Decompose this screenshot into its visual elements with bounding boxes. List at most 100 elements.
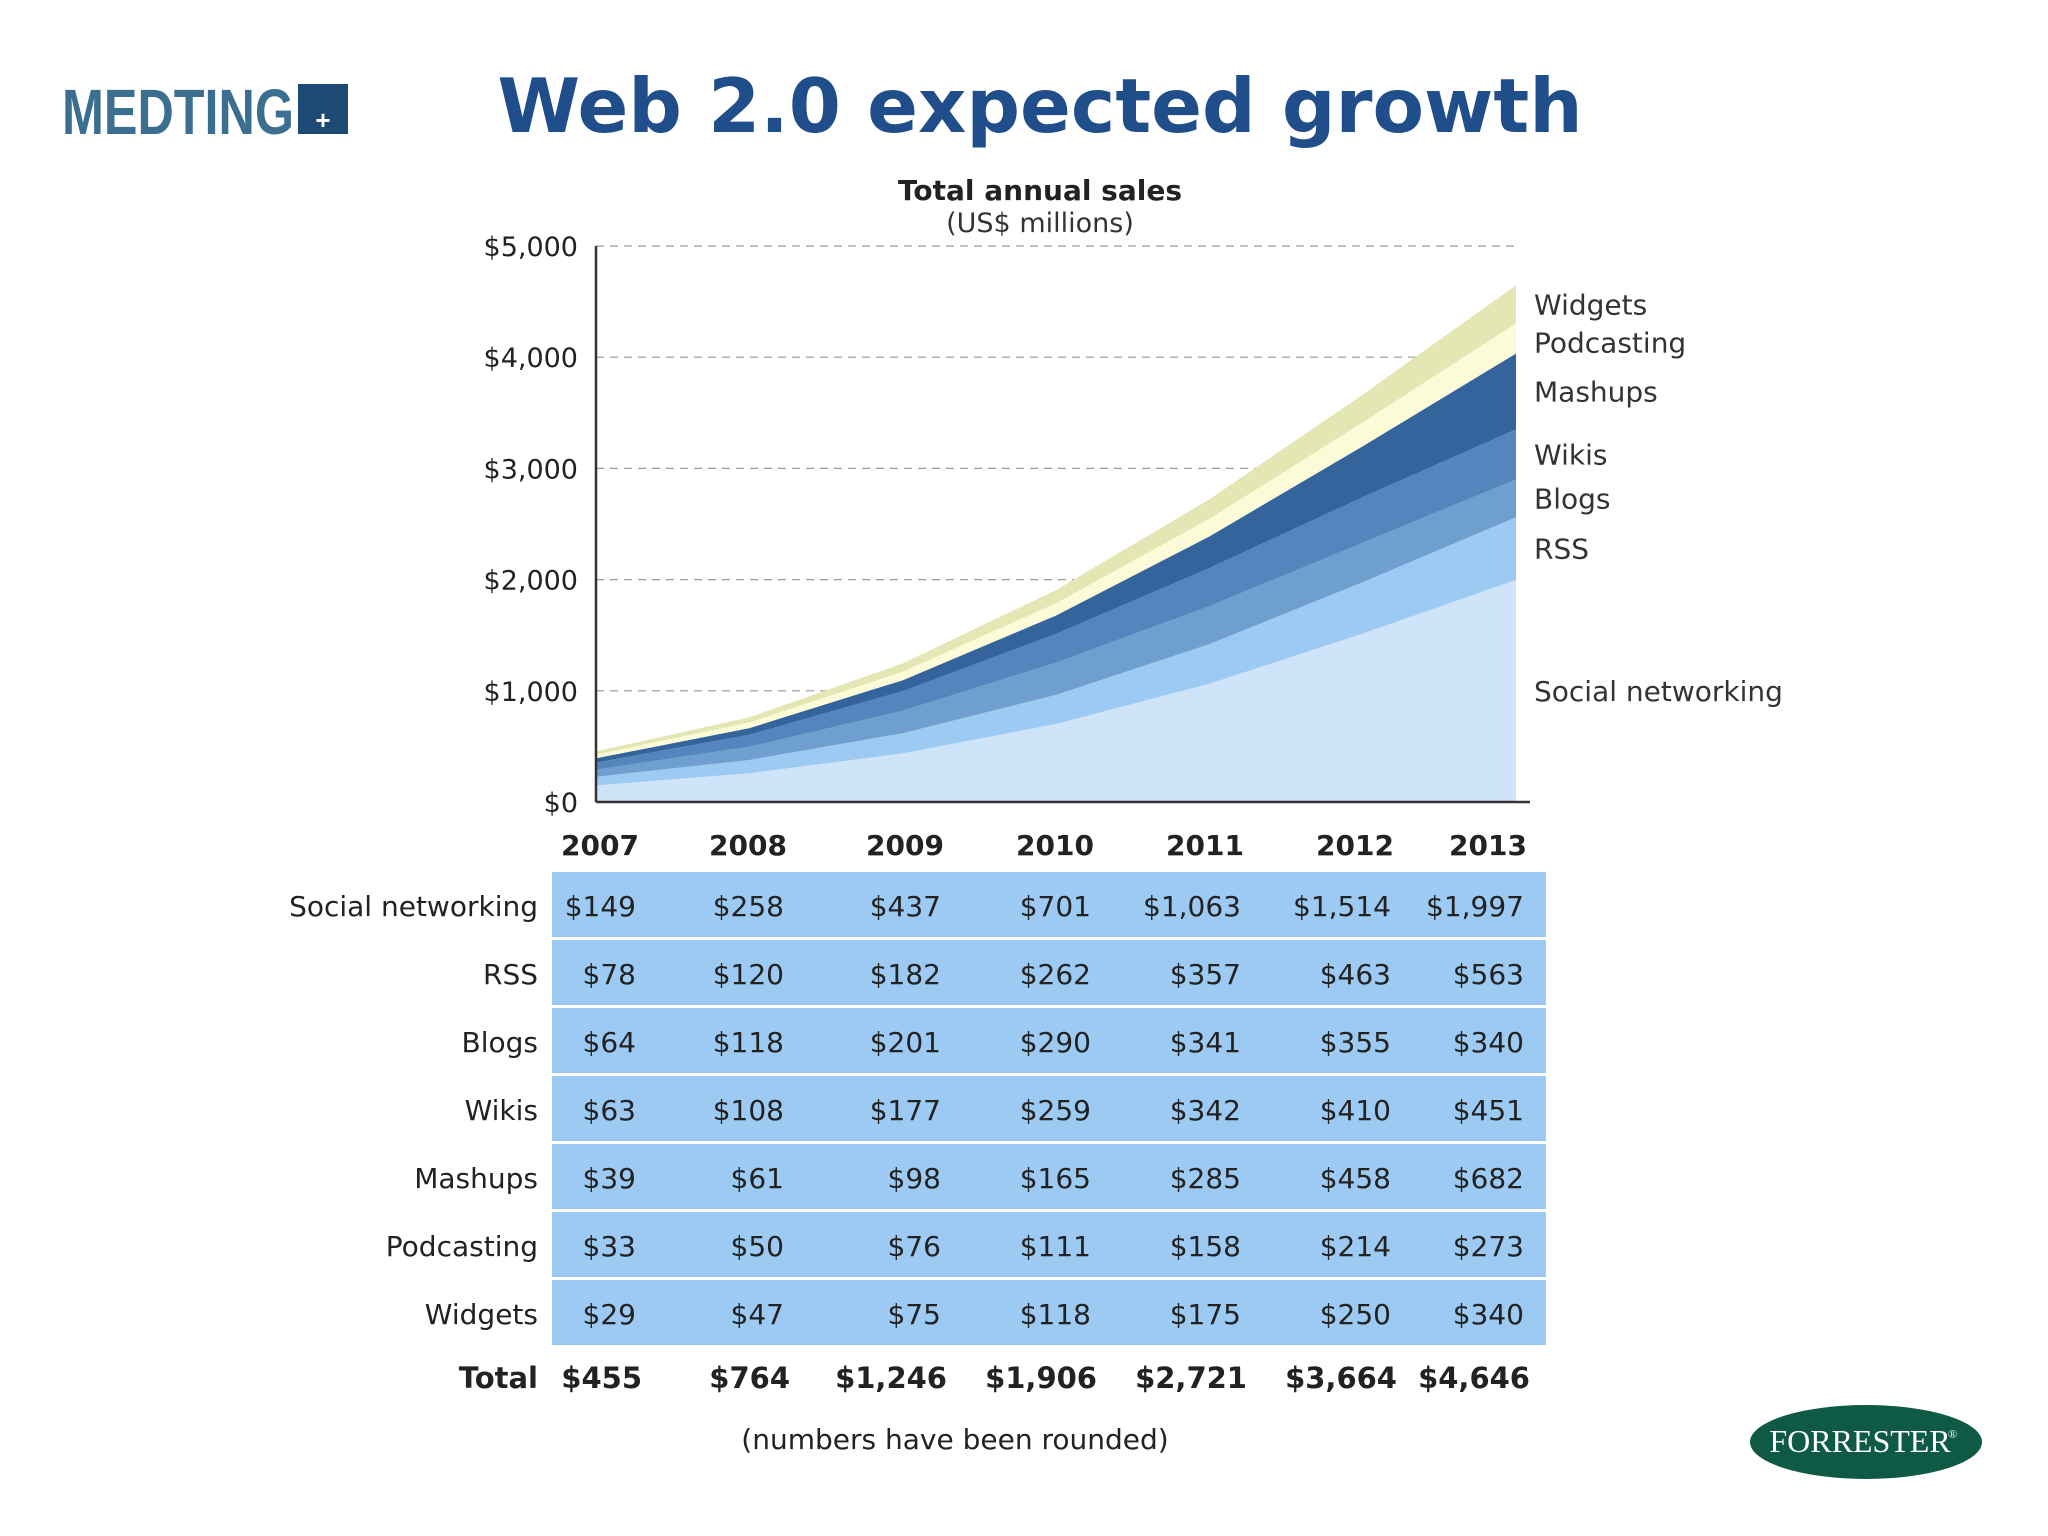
table-cell: $165 xyxy=(1020,1162,1091,1195)
x-tick-label: 2008 xyxy=(709,829,787,862)
medting-logo: MEDTING + xyxy=(62,76,348,142)
data-table: 2007 2008 2009 2010 2011 2012 2013 Social netwo… xyxy=(289,829,1546,1395)
series-label: Wikis xyxy=(1534,438,1607,471)
table-cell: $118 xyxy=(1020,1298,1091,1331)
area-social-networking xyxy=(596,579,1516,802)
table-cell: $78 xyxy=(583,958,636,991)
y-tick-label: $4,000 xyxy=(484,343,578,374)
forrester-logo: FORRESTER ® xyxy=(1750,1405,1982,1479)
table-cell: $177 xyxy=(870,1094,941,1127)
total-cell: $1,246 xyxy=(835,1361,947,1395)
table-cell: $340 xyxy=(1453,1298,1524,1331)
table-cell: $341 xyxy=(1170,1026,1241,1059)
table-cell: $1,514 xyxy=(1293,890,1391,923)
table-cell: $437 xyxy=(870,890,941,923)
table-cell: $355 xyxy=(1320,1026,1391,1059)
table-cell: $262 xyxy=(1020,958,1091,991)
series-label: Social networking xyxy=(1534,675,1783,708)
logo-mark: + xyxy=(315,105,330,135)
table-cell: $158 xyxy=(1170,1230,1241,1263)
chart-title: Total annual sales xyxy=(898,174,1182,207)
table-cell: $342 xyxy=(1170,1094,1241,1127)
table-cell: $1,997 xyxy=(1426,890,1524,923)
table-cell: $61 xyxy=(731,1162,784,1195)
series-label: RSS xyxy=(1534,533,1589,566)
logo-mark-box xyxy=(298,84,348,134)
area-series xyxy=(596,285,1516,802)
table-cell: $285 xyxy=(1170,1162,1241,1195)
table-cell: $463 xyxy=(1320,958,1391,991)
footnote: (numbers have been rounded) xyxy=(741,1423,1168,1456)
table-row-label: Widgets xyxy=(425,1298,538,1331)
table-cell: $75 xyxy=(888,1298,941,1331)
forrester-logo-oval xyxy=(1750,1405,1982,1479)
table-row xyxy=(552,1212,1546,1277)
y-tick-label: $3,000 xyxy=(484,454,578,485)
table-cell: $33 xyxy=(583,1230,636,1263)
x-tick-label: 2009 xyxy=(866,829,944,862)
table-cell: $357 xyxy=(1170,958,1241,991)
y-tick-label: $1,000 xyxy=(484,677,578,708)
table-cell: $111 xyxy=(1020,1230,1091,1263)
series-label: Podcasting xyxy=(1534,326,1686,359)
total-cell: $3,664 xyxy=(1285,1361,1397,1395)
y-tick-label: $0 xyxy=(544,788,578,819)
forrester-logo-text: FORRESTER xyxy=(1769,1423,1951,1459)
table-cell: $1,063 xyxy=(1143,890,1241,923)
table-cell: $108 xyxy=(713,1094,784,1127)
table-row-label: Social networking xyxy=(289,890,538,923)
table-row xyxy=(552,1144,1546,1209)
x-tick-label: 2011 xyxy=(1166,829,1244,862)
axes: $0 $1,000 $2,000 $3,000 $4,000 $5,000 xyxy=(484,232,1530,819)
slide-title: Web 2.0 expected growth xyxy=(497,62,1583,150)
table-cell: $290 xyxy=(1020,1026,1091,1059)
table-cell: $258 xyxy=(713,890,784,923)
table-row-label: RSS xyxy=(483,958,538,991)
table-cell: $340 xyxy=(1453,1026,1524,1059)
table-cell: $120 xyxy=(713,958,784,991)
table-cell: $451 xyxy=(1453,1094,1524,1127)
table-row xyxy=(552,872,1546,937)
x-tick-label: 2013 xyxy=(1449,829,1527,862)
table-cell: $39 xyxy=(583,1162,636,1195)
table-row-label: Wikis xyxy=(465,1094,538,1127)
table-cell: $410 xyxy=(1320,1094,1391,1127)
table-cell: $76 xyxy=(888,1230,941,1263)
table-cell: $64 xyxy=(583,1026,636,1059)
table-cell: $63 xyxy=(583,1094,636,1127)
table-cell: $273 xyxy=(1453,1230,1524,1263)
table-cell: $250 xyxy=(1320,1298,1391,1331)
table-row xyxy=(552,1076,1546,1141)
table-cell: $182 xyxy=(870,958,941,991)
y-tick-label: $5,000 xyxy=(484,232,578,263)
chart-subtitle: (US$ millions) xyxy=(946,208,1134,239)
table-cell: $259 xyxy=(1020,1094,1091,1127)
x-tick-label: 2012 xyxy=(1316,829,1394,862)
table-row-label: Podcasting xyxy=(386,1230,538,1263)
x-tick-label: 2010 xyxy=(1016,829,1094,862)
table-row xyxy=(552,1280,1546,1345)
total-cell: $455 xyxy=(561,1361,642,1395)
table-cell: $682 xyxy=(1453,1162,1524,1195)
series-label: Mashups xyxy=(1534,375,1658,408)
total-cell: $1,906 xyxy=(985,1361,1097,1395)
table-cell: $47 xyxy=(731,1298,784,1331)
x-tick-label: 2007 xyxy=(561,829,639,862)
table-row xyxy=(552,1008,1546,1073)
series-label: Widgets xyxy=(1534,288,1647,321)
y-tick-label: $2,000 xyxy=(484,566,578,597)
table-cell: $214 xyxy=(1320,1230,1391,1263)
logo-text: MEDTING xyxy=(62,76,294,142)
table-cell: $563 xyxy=(1453,958,1524,991)
total-cell: $4,646 xyxy=(1418,1361,1530,1395)
table-cell: $175 xyxy=(1170,1298,1241,1331)
table-row-label: Mashups xyxy=(414,1162,538,1195)
total-cell: $764 xyxy=(709,1361,790,1395)
table-cell: $701 xyxy=(1020,890,1091,923)
series-labels: Social networking RSS Blogs Wikis Mashups Pod… xyxy=(1534,288,1783,708)
table-row-label: Blogs xyxy=(462,1026,538,1059)
table-cell: $149 xyxy=(565,890,636,923)
table-row xyxy=(552,940,1546,1005)
table-cell: $201 xyxy=(870,1026,941,1059)
